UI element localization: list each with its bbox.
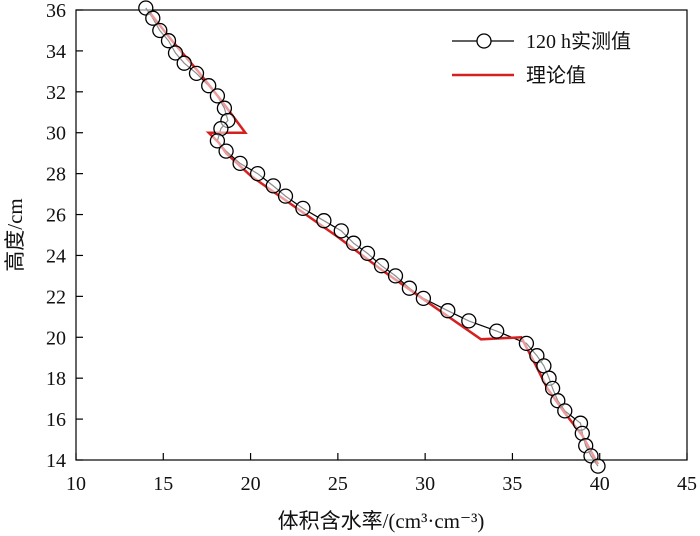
data-point-measured bbox=[232, 155, 248, 172]
legend: 120 h实测值 理论值 bbox=[452, 30, 631, 87]
data-point-measured bbox=[359, 245, 376, 262]
y-axis-title: 高度/cm bbox=[3, 198, 27, 272]
data-point-measured bbox=[557, 403, 573, 419]
data-point-measured bbox=[167, 45, 184, 61]
data-point-measured bbox=[145, 10, 161, 26]
y-tick-label: 30 bbox=[46, 123, 66, 145]
y-tick-label: 28 bbox=[46, 164, 66, 186]
data-point-measured bbox=[489, 323, 505, 339]
y-tick-label: 14 bbox=[46, 450, 66, 472]
y-tick-label: 20 bbox=[46, 327, 66, 349]
y-tick-label: 24 bbox=[46, 245, 66, 267]
x-tick-label: 35 bbox=[502, 473, 522, 495]
data-point-measured bbox=[160, 33, 177, 49]
y-axis-ticks: 14 16 18 20 22 24 26 28 30 32 34 36 bbox=[46, 0, 83, 472]
data-point-measured bbox=[590, 458, 606, 474]
data-point-measured bbox=[176, 55, 192, 71]
x-tick-label: 20 bbox=[241, 473, 261, 495]
data-point-measured bbox=[249, 165, 266, 182]
y-tick-label: 26 bbox=[46, 205, 66, 227]
x-axis-ticks: 10 15 20 25 30 35 40 45 bbox=[66, 453, 697, 495]
x-tick-label: 25 bbox=[328, 473, 348, 495]
x-tick-label: 15 bbox=[153, 473, 173, 495]
y-tick-label: 32 bbox=[46, 82, 66, 104]
series-layer bbox=[138, 0, 606, 474]
x-tick-label: 40 bbox=[590, 473, 610, 495]
plot-frame bbox=[75, 9, 688, 461]
data-point-measured bbox=[401, 280, 418, 296]
data-point-measured bbox=[152, 22, 168, 39]
data-point-measured bbox=[345, 235, 362, 251]
legend-marker-measured bbox=[476, 33, 492, 49]
data-point-measured bbox=[415, 290, 432, 307]
y-tick-label: 36 bbox=[46, 0, 66, 22]
data-point-measured bbox=[373, 258, 390, 274]
legend-label-theory: 理论值 bbox=[526, 64, 586, 87]
x-tick-label: 30 bbox=[415, 473, 435, 495]
x-tick-label: 45 bbox=[677, 473, 697, 495]
y-tick-label: 34 bbox=[46, 41, 66, 63]
data-point-measured bbox=[209, 133, 226, 149]
data-point-measured bbox=[518, 335, 535, 352]
x-tick-label: 10 bbox=[66, 473, 86, 495]
data-point-measured bbox=[277, 188, 294, 204]
data-point-measured bbox=[188, 65, 205, 82]
data-point-measured bbox=[201, 78, 217, 94]
data-point-measured bbox=[316, 213, 332, 229]
y-tick-label: 18 bbox=[46, 368, 66, 390]
data-point-measured bbox=[387, 268, 404, 284]
data-point-measured bbox=[209, 88, 226, 104]
data-point-measured bbox=[440, 303, 456, 319]
data-point-measured bbox=[265, 178, 281, 194]
y-tick-label: 16 bbox=[46, 409, 66, 431]
data-point-measured bbox=[461, 313, 477, 329]
data-point-measured bbox=[218, 143, 234, 159]
data-point-measured bbox=[295, 200, 311, 217]
legend-label-measured: 120 h实测值 bbox=[526, 30, 631, 53]
y-tick-label: 22 bbox=[46, 286, 66, 308]
data-point-measured bbox=[333, 223, 349, 239]
x-axis-title: 体积含水率/(cm³·cm⁻³) bbox=[278, 509, 485, 533]
